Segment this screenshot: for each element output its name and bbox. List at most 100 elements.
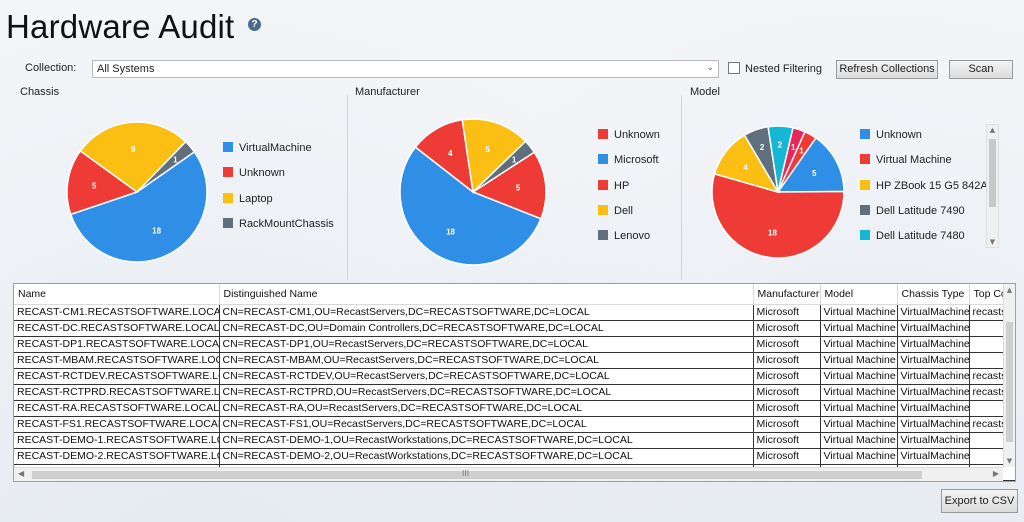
table-cell[interactable]: Virtual Machine — [820, 416, 898, 433]
model-legend-scrollbar[interactable]: ▲ ▼ — [986, 124, 999, 248]
table-cell[interactable]: Microsoft — [753, 448, 821, 465]
table-cell[interactable]: Microsoft — [753, 336, 821, 353]
collection-select[interactable]: All Systems ⌄ — [92, 60, 719, 78]
table-cell[interactable]: Virtual Machine — [820, 336, 898, 353]
scroll-left-icon[interactable]: ◀ — [18, 469, 25, 478]
legend-item: Dell — [598, 204, 633, 219]
table-row[interactable]: RECAST-MBAM.RECASTSOFTWARE.LOCAL CN=RECAS… — [14, 352, 1015, 369]
table-row[interactable]: RECAST-RCTDEV.RECASTSOFTWARE.LOCALCN=REC… — [14, 368, 1015, 385]
chevron-down-icon: ⌄ — [706, 62, 714, 72]
table-cell[interactable]: Microsoft — [753, 416, 821, 433]
table-cell[interactable]: VirtualMachine — [897, 448, 970, 465]
table-cell[interactable]: RECAST-RCTDEV.RECASTSOFTWARE.LOCAL — [14, 368, 220, 385]
column-header[interactable]: Manufacturer — [753, 284, 821, 305]
table-cell[interactable]: VirtualMachine — [897, 384, 970, 401]
table-cell[interactable]: Virtual Machine — [820, 400, 898, 417]
table-cell[interactable]: VirtualMachine — [897, 416, 970, 433]
table-cell[interactable]: Virtual Machine — [820, 320, 898, 337]
audit-table[interactable]: Name Distinguished Name Manufacturer Model C… — [13, 283, 1016, 482]
table-cell[interactable]: RECAST-FS1.RECASTSOFTWARE.LOCAL — [14, 416, 220, 433]
refresh-collections-button[interactable]: Refresh Collections — [836, 60, 938, 79]
table-cell[interactable]: Microsoft — [753, 384, 821, 401]
table-cell[interactable]: CN=RECAST-DEMO-2,OU=RecastWorkstations,D… — [219, 448, 754, 465]
table-cell[interactable]: Virtual Machine — [820, 432, 898, 449]
table-cell[interactable]: RECAST-CM1.RECASTSOFTWARE.LOCAL — [14, 304, 220, 321]
table-cell[interactable]: Virtual Machine — [820, 304, 898, 321]
table-cell[interactable]: VirtualMachine — [897, 432, 970, 449]
scroll-down-icon[interactable]: ▼ — [1006, 457, 1013, 465]
nested-filtering-checkbox[interactable] — [728, 62, 740, 74]
table-cell[interactable]: RECAST-MBAM.RECASTSOFTWARE.LOCAL — [14, 352, 220, 369]
table-cell[interactable]: VirtualMachine — [897, 304, 970, 321]
table-row[interactable]: RECAST-RA.RECASTSOFTWARE.LOCAL CN=RECAST-… — [14, 400, 1015, 417]
table-cell[interactable]: RECAST-DEMO-2.RECASTSOFTWARE.LOCAL — [14, 448, 220, 465]
table-cell[interactable]: Virtual Machine — [820, 384, 898, 401]
table-row[interactable]: RECAST-FS1.RECASTSOFTWARE.LOCAL CN=RECAST… — [14, 416, 1015, 433]
table-cell[interactable]: RECAST-DEMO-1.RECASTSOFTWARE.LOCAL — [14, 432, 220, 449]
pie-slice — [66, 149, 139, 216]
table-row[interactable]: RECAST-DEMO-1.RECASTSOFTWARE.LOCALCN=REC… — [14, 432, 1015, 449]
table-cell[interactable]: RECAST-DC.RECASTSOFTWARE.LOCAL — [14, 320, 220, 337]
scroll-thumb[interactable] — [32, 471, 922, 479]
scroll-grip: III — [462, 469, 470, 478]
table-horizontal-scrollbar[interactable]: ◀ III ▶ — [14, 467, 1003, 481]
table-cell[interactable]: CN=RECAST-MBAM,OU=RecastServers,DC=RECAS… — [219, 352, 754, 369]
scan-button[interactable]: Scan — [949, 60, 1013, 79]
table-cell[interactable]: RECAST-RCTPRD.RECASTSOFTWARE.LOCAL — [14, 384, 220, 401]
scroll-right-icon[interactable]: ▶ — [992, 469, 999, 478]
scroll-thumb[interactable] — [1006, 322, 1013, 442]
scroll-up-icon[interactable]: ▲ — [1006, 286, 1013, 294]
slice-value-label: 2 — [778, 141, 783, 150]
table-row[interactable]: RECAST-DP1.RECASTSOFTWARE.LOCAL CN=RECAST… — [14, 336, 1015, 353]
table-cell[interactable]: CN=RECAST-FS1,OU=RecastServers,DC=RECAST… — [219, 416, 754, 433]
table-cell[interactable]: Microsoft — [753, 320, 821, 337]
table-cell[interactable]: CN=RECAST-CM1,OU=RecastServers,DC=RECAST… — [219, 304, 754, 321]
table-cell[interactable]: VirtualMachine — [897, 400, 970, 417]
table-row[interactable]: RECAST-CM1.RECASTSOFTWARE.LOCAL CN=RECAST… — [14, 304, 1015, 321]
table-cell[interactable]: RECAST-RA.RECASTSOFTWARE.LOCAL — [14, 400, 220, 417]
table-cell[interactable]: Microsoft — [753, 352, 821, 369]
slice-value-label: 5 — [485, 145, 490, 154]
table-cell[interactable]: Microsoft — [753, 432, 821, 449]
legend-swatch — [598, 154, 608, 165]
table-vertical-scrollbar[interactable]: ▲ ▼ — [1003, 284, 1015, 467]
table-cell[interactable]: CN=RECAST-DEMO-1,OU=RecastWorkstations,D… — [219, 432, 754, 449]
table-cell[interactable]: VirtualMachine — [897, 352, 970, 369]
table-row[interactable]: RECAST-RCTPRD.RECASTSOFTWARE.LOCALCN=REC… — [14, 384, 1015, 401]
table-cell[interactable]: CN=RECAST-RCTDEV,OU=RecastServers,DC=REC… — [219, 368, 754, 385]
table-row[interactable]: RECAST-DC.RECASTSOFTWARE.LOCAL CN=RECAST-… — [14, 320, 1015, 337]
table-cell[interactable]: Virtual Machine — [820, 352, 898, 369]
export-csv-button[interactable]: Export to CSV — [941, 489, 1018, 513]
table-cell[interactable]: Virtual Machine — [820, 368, 898, 385]
scroll-down-icon[interactable]: ▼ — [989, 238, 996, 246]
table-cell[interactable]: CN=RECAST-RA,OU=RecastServers,DC=RECASTS… — [219, 400, 754, 417]
legend-item: Unknown — [223, 167, 285, 181]
table-cell[interactable]: CN=RECAST-DC,OU=Domain Controllers,DC=RE… — [219, 320, 754, 337]
column-header[interactable]: Chassis Type — [897, 284, 970, 305]
table-cell[interactable]: VirtualMachine — [897, 320, 970, 337]
manufacturer-chart-title: Manufacturer — [355, 86, 420, 98]
column-header[interactable]: Model — [820, 284, 898, 305]
table-row[interactable]: RECAST-DEMO-2.RECASTSOFTWARE.LOCALCN=REC… — [14, 448, 1015, 465]
legend-item: Lenovo — [598, 230, 650, 244]
slice-value-label: 18 — [446, 227, 455, 236]
legend-swatch — [598, 129, 608, 139]
legend-label: Microsoft — [614, 154, 659, 167]
table-cell[interactable]: Microsoft — [753, 400, 821, 417]
column-header[interactable]: Name — [14, 284, 220, 305]
table-cell[interactable]: Microsoft — [753, 304, 821, 321]
table-cell[interactable]: CN=RECAST-DP1,OU=RecastServers,DC=RECAST… — [219, 336, 754, 353]
legend-item: Laptop — [223, 192, 273, 207]
table-cell[interactable]: Microsoft — [753, 368, 821, 385]
table-cell[interactable]: VirtualMachine — [897, 368, 970, 385]
table-cell[interactable]: CN=RECAST-RCTPRD,OU=RecastServers,DC=REC… — [219, 384, 754, 401]
help-icon[interactable]: ? — [248, 18, 261, 31]
legend-swatch — [860, 129, 870, 139]
scroll-thumb[interactable] — [989, 139, 996, 207]
table-cell[interactable]: RECAST-DP1.RECASTSOFTWARE.LOCAL — [14, 336, 220, 353]
column-header[interactable]: Distinguished Name — [219, 284, 754, 305]
scroll-up-icon[interactable]: ▲ — [989, 126, 996, 134]
table-cell[interactable]: Virtual Machine — [820, 448, 898, 465]
legend-swatch — [223, 217, 233, 228]
table-cell[interactable]: VirtualMachine — [897, 336, 970, 353]
